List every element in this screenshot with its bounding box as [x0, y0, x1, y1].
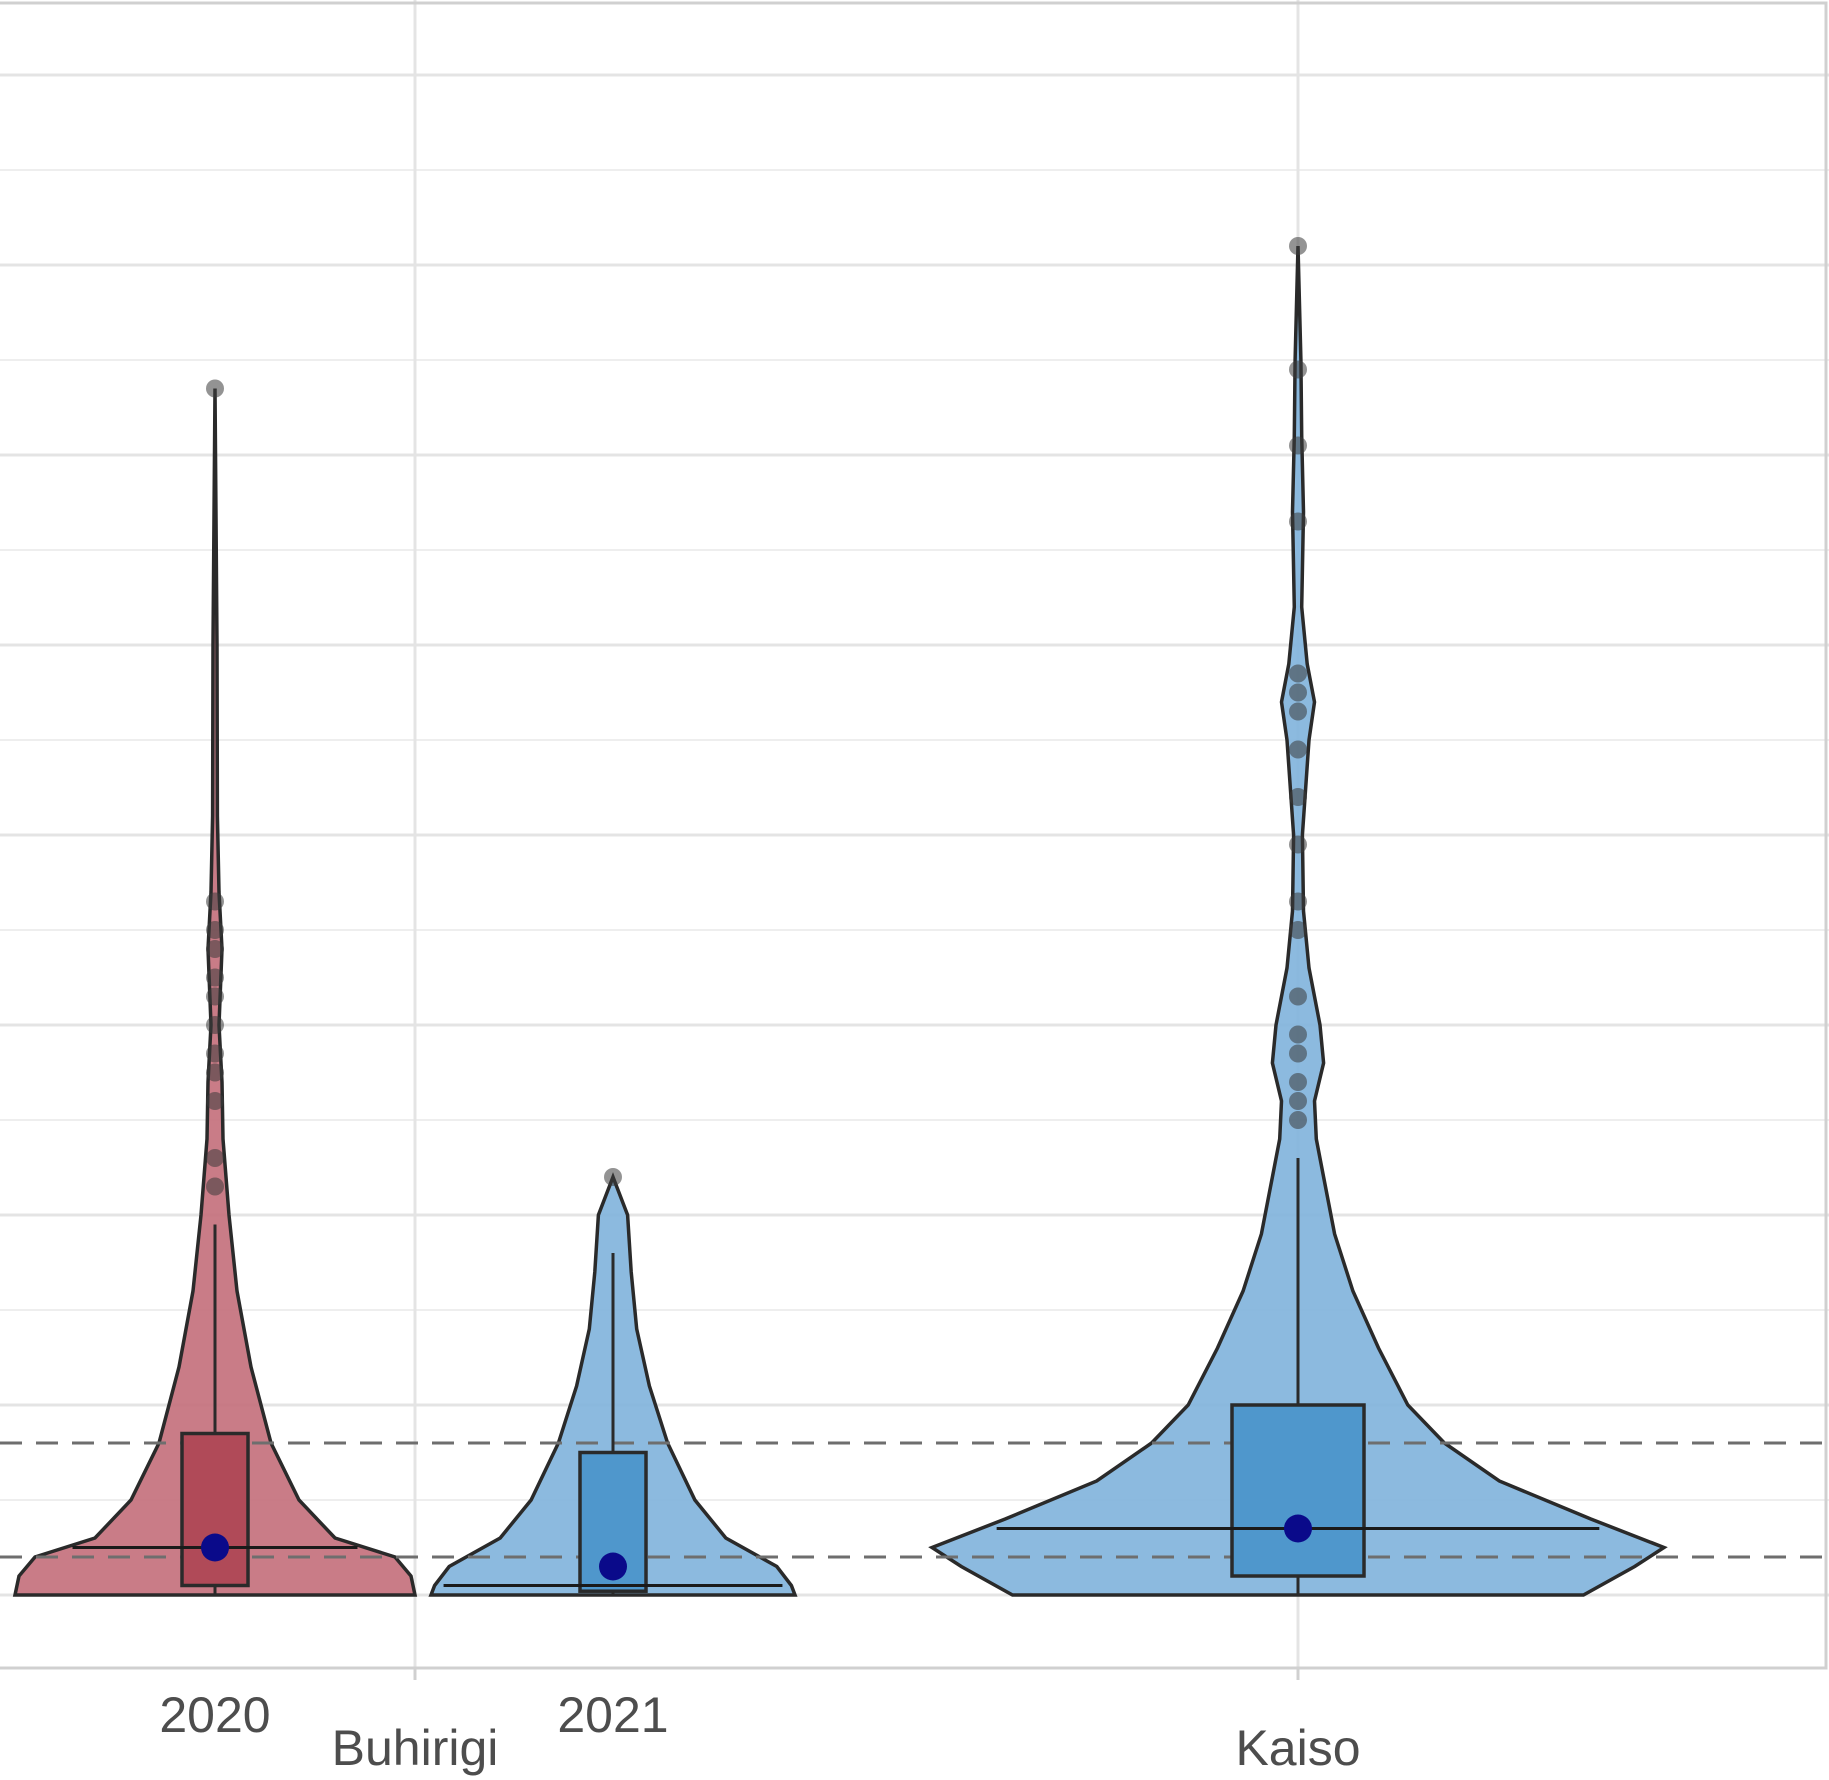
grid	[0, 0, 1829, 1668]
outlier-point	[1289, 835, 1307, 854]
outlier-point	[1289, 1025, 1307, 1044]
outlier-point	[1289, 987, 1307, 1006]
violins	[12, 245, 1668, 1597]
mean-point	[201, 1533, 229, 1562]
outlier-point	[1289, 436, 1307, 455]
panel-border	[0, 1, 1828, 1670]
outlier-point	[206, 1149, 224, 1167]
outlier-point	[1289, 683, 1307, 702]
violin-kaiso	[928, 245, 1668, 1597]
outlier-point	[206, 1063, 224, 1082]
outlier-point	[1289, 921, 1307, 939]
outlier-point	[1289, 1073, 1307, 1091]
outlier-point	[1289, 664, 1307, 683]
outlier-point	[1289, 1092, 1307, 1110]
outlier-point	[206, 1177, 224, 1196]
reference-lines	[0, 1441, 1829, 1559]
outlier-point	[206, 1092, 224, 1110]
outlier-point	[1289, 360, 1307, 379]
outlier-point	[206, 379, 224, 398]
tick-label-2020: 2020	[159, 1687, 270, 1743]
outlier-point	[206, 987, 224, 1006]
outlier-point	[1289, 237, 1307, 255]
outlier-point	[1289, 702, 1307, 721]
outlier-point	[604, 1168, 622, 1186]
group-label-kaiso: Kaiso	[1235, 1720, 1360, 1776]
axis-labels: 2020 2021 Buhirigi Kaiso	[159, 1668, 1361, 1776]
outlier-point	[206, 1044, 224, 1063]
boxplots	[72, 237, 1600, 1595]
mean-point	[599, 1552, 627, 1581]
tick-label-2021: 2021	[557, 1687, 668, 1743]
outlier-point	[1289, 788, 1307, 806]
box	[180, 1431, 250, 1588]
outlier-point	[1289, 1044, 1307, 1063]
outlier-point	[1289, 1111, 1307, 1129]
mean-point	[1284, 1514, 1312, 1543]
group-label-buhirigi: Buhirigi	[332, 1720, 499, 1776]
outlier-point	[206, 968, 224, 987]
outlier-point	[1289, 740, 1307, 759]
outlier-point	[206, 1016, 224, 1034]
outlier-point	[1289, 512, 1307, 531]
outlier-point	[206, 940, 224, 958]
box	[1230, 1403, 1366, 1578]
outlier-point	[1289, 892, 1307, 911]
outlier-point	[206, 921, 224, 939]
outlier-point	[206, 892, 224, 911]
